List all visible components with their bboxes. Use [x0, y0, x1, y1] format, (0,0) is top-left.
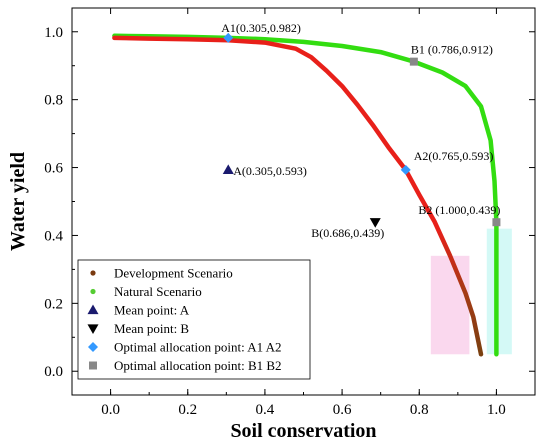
- mean-point-a: [222, 164, 234, 175]
- y-axis-title: Water yield: [7, 152, 29, 251]
- legend-item: Mean point: B: [87, 321, 189, 336]
- y-tick-label: 1.0: [44, 25, 63, 41]
- legend-dot-icon: [90, 288, 96, 295]
- legend-label: Optimal allocation point: A1 A2: [114, 340, 282, 355]
- optimal-point-label: A1(0.305,0.982): [221, 21, 301, 35]
- mean-point-b: [369, 218, 381, 228]
- legend-box: [77, 259, 311, 380]
- legend-item: Mean point: A: [87, 303, 190, 318]
- legend-item: Optimal allocation point: A1 A2: [88, 340, 282, 355]
- mean-point-a-label: A(0.305,0.593): [233, 164, 307, 178]
- y-tick-label: 0.0: [44, 364, 63, 380]
- annotation-layer: A1(0.305,0.982) A2(0.765,0.593) B1 (0.786,…: [221, 21, 500, 240]
- optimal-point-b: [492, 218, 501, 227]
- legend-label: Optimal allocation point: B1 B2: [114, 358, 282, 373]
- axes-layer: 0.0 0.2 0.4 0.6 0.8 1.0 0.0 0.2 0.4 0.6 0.8 1.0: [44, 8, 536, 418]
- x-tick-label: 0.8: [410, 402, 429, 418]
- legend-label: Mean point: A: [114, 303, 190, 318]
- y-tick-label: 0.6: [44, 161, 63, 177]
- legend-item: Optimal allocation point: B1 B2: [89, 358, 282, 373]
- natural-scenario-line: [112, 33, 499, 357]
- optimal-point-b: [409, 57, 418, 66]
- natural-uncertainty-band: [486, 228, 512, 355]
- legend-label: Mean point: B: [114, 321, 189, 336]
- legend-triangle-up-icon: [87, 304, 99, 315]
- y-tick-label: 0.2: [44, 296, 63, 312]
- optimal-point-a: [223, 32, 234, 43]
- x-tick-label: 0.0: [101, 402, 120, 418]
- legend-item: Natural Scenario: [90, 284, 202, 299]
- x-axis-title: Soil conservation: [230, 420, 376, 442]
- mean-point-b-label: B(0.686,0.439): [311, 226, 384, 240]
- shading-layer: [430, 228, 512, 355]
- legend-dot-icon: [90, 270, 96, 276]
- optimal-point-label: B2 (1.000,0.439): [418, 203, 500, 217]
- optimal-point-a: [400, 164, 411, 175]
- legend-square-icon: [89, 361, 97, 370]
- optimal-point-label: A2(0.765,0.593): [414, 149, 494, 163]
- x-tick-label: 0.6: [333, 402, 352, 418]
- legend-diamond-icon: [88, 342, 98, 352]
- legend-label: Development Scenario: [114, 266, 233, 281]
- y-tick-label: 0.4: [44, 228, 63, 244]
- x-tick-label: 0.2: [178, 402, 197, 418]
- optimal-point-label: B1 (0.786,0.912): [411, 43, 493, 57]
- legend-item: Development Scenario: [90, 266, 233, 281]
- marker-layer: [222, 32, 501, 228]
- development-uncertainty-band: [430, 255, 470, 355]
- y-tick-label: 0.8: [44, 93, 63, 109]
- x-tick-label: 1.0: [487, 402, 506, 418]
- legend-triangle-down-icon: [87, 324, 99, 334]
- legend: Development Scenario Natural Scenario Mean…: [77, 259, 311, 380]
- legend-label: Natural Scenario: [114, 284, 202, 299]
- x-tick-label: 0.4: [256, 402, 275, 418]
